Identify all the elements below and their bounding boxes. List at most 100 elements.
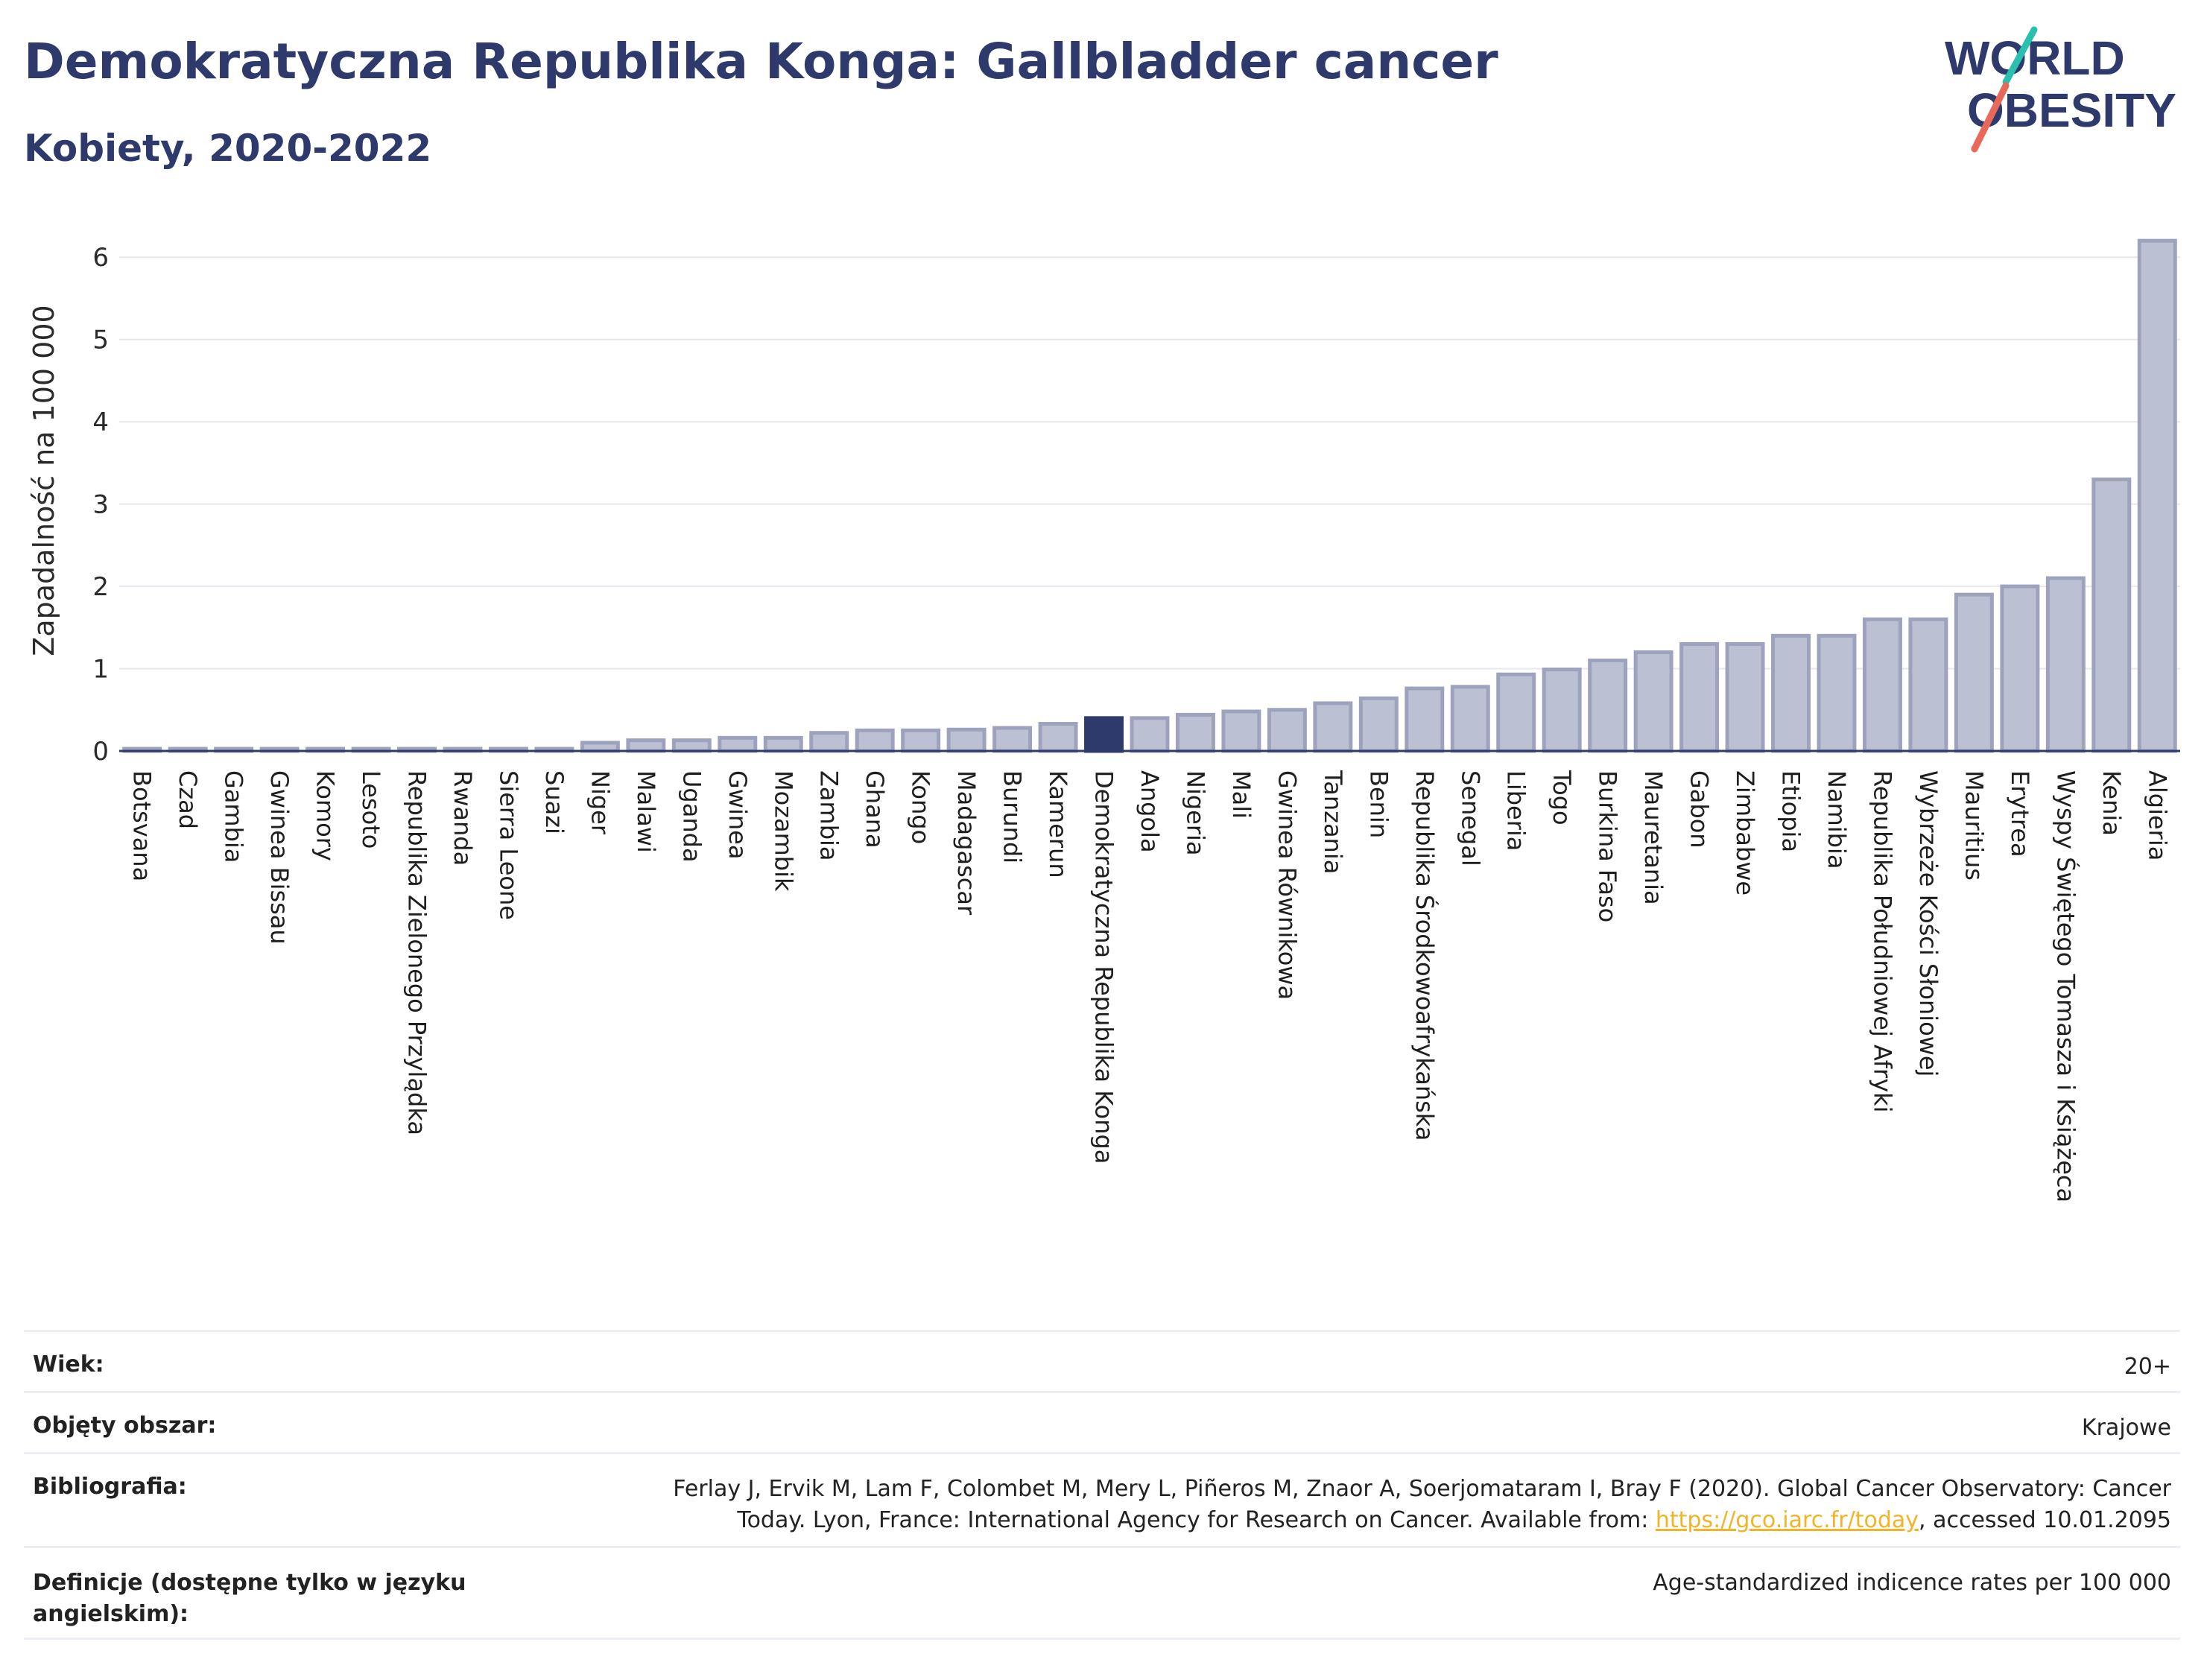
y-tick-label: 6 [92, 243, 109, 273]
bar-highlighted [1084, 716, 1124, 753]
x-tick-label: Erytrea [2006, 770, 2034, 858]
bar [1175, 712, 1215, 753]
bar [2045, 576, 2086, 753]
x-tick-label: Togo [1548, 770, 1576, 825]
meta-key-age: Wiek: [33, 1351, 104, 1378]
x-tick-label: Malawi [632, 770, 660, 853]
bar [2000, 584, 2040, 753]
x-tick-label: Gabon [1685, 770, 1714, 849]
page-title: Demokratyczna Republika Konga: Gallbladd… [24, 33, 1498, 90]
bar [1542, 668, 1582, 753]
meta-key-bibliography: Bibliografia: [33, 1474, 187, 1500]
x-tick-label: Mauritius [1960, 770, 1988, 881]
bar [1038, 722, 1078, 753]
x-tick-label: Ghana [861, 770, 889, 849]
x-tick-label: Algieria [2143, 770, 2171, 860]
x-tick-label: Madagascar [952, 770, 981, 916]
x-tick-label: Burkina Faso [1594, 770, 1622, 922]
meta-row-age: Wiek: 20+ [24, 1330, 2180, 1391]
world-obesity-logo: WORLD OBESITY [1945, 26, 2176, 153]
bar [1130, 716, 1170, 753]
x-tick-label: Rwanda [449, 770, 477, 866]
bar [1954, 592, 1994, 753]
x-tick-label: Liberia [1502, 770, 1530, 851]
bar [855, 728, 895, 753]
x-tick-label: Wybrzeże Kości Słoniowej [1914, 770, 1942, 1077]
x-tick-label: Gwinea Bissau [265, 770, 294, 945]
x-tick-label: Kenia [2097, 770, 2126, 836]
x-tick-label: Mauretania [1639, 770, 1668, 905]
bar [1908, 617, 1948, 753]
bar [1633, 650, 1673, 753]
definitions-key-line2: angielskim): [33, 1601, 189, 1627]
bar [1496, 672, 1536, 753]
x-tick-label: Komory [311, 770, 340, 861]
bar [1450, 685, 1490, 753]
x-tick-label: Benin [1364, 770, 1393, 838]
bar [1725, 641, 1765, 753]
y-tick-label: 1 [92, 655, 109, 685]
meta-value-bibliography: Ferlay J, Ervik M, Lam F, Colombet M, Me… [673, 1474, 2171, 1536]
bar [718, 735, 758, 753]
y-tick-label: 5 [92, 326, 109, 355]
bar [1817, 633, 1857, 753]
x-tick-label: Mali [1227, 770, 1255, 819]
y-axis-label: Zapadalność na 100 000 [28, 305, 60, 656]
bibliography-link[interactable]: https://gco.iarc.fr/today [1655, 1507, 1919, 1533]
bar [1862, 617, 1902, 753]
logo-line1: WORLD [1945, 31, 2125, 85]
logo-slash-red [1971, 82, 2010, 153]
bar [626, 738, 666, 753]
x-tick-label: Kamerun [1044, 770, 1072, 878]
y-tick-label: 4 [92, 408, 109, 437]
definitions-key-line1: Definicje (dostępne tylko w języku [33, 1570, 466, 1596]
x-tick-label: Burundi [998, 770, 1027, 863]
bar [1221, 709, 1261, 753]
x-tick-label: Mozambik [769, 770, 797, 892]
meta-row-bibliography: Bibliografia: Ferlay J, Ervik M, Lam F, … [24, 1452, 2180, 1546]
x-tick-label: Gwinea [723, 770, 752, 859]
y-tick-label: 2 [92, 572, 109, 602]
meta-key-area: Objęty obszar: [33, 1413, 217, 1439]
x-tick-label: Botsvana [128, 770, 156, 881]
x-tick-label: Namibia [1823, 770, 1851, 869]
x-tick-label: Republika Środkowoafrykańska [1410, 770, 1440, 1141]
y-tick-label: 3 [92, 490, 109, 520]
bars [122, 238, 2177, 753]
meta-value-area: Krajowe [2081, 1415, 2171, 1441]
meta-value-age: 20+ [2124, 1354, 2171, 1380]
x-tick-label: Demokratyczna Republika Konga [1090, 770, 1118, 1164]
x-tick-label: Republika Zielonego Przylądka [403, 770, 431, 1135]
meta-key-definitions: Definicje (dostępne tylko w języku angie… [33, 1568, 466, 1630]
bar [946, 727, 987, 753]
bar [901, 728, 941, 753]
x-tick-label: Kongo [907, 770, 935, 844]
bar [580, 741, 620, 753]
x-tick-label: Suazi [540, 770, 569, 834]
x-tick-label: Nigeria [1181, 770, 1209, 855]
x-tick-label: Uganda [677, 770, 706, 863]
bar [992, 726, 1033, 753]
bar [1267, 708, 1307, 753]
x-tick-label: Gambia [220, 770, 248, 863]
x-tick-label: Gwinea Równikowa [1273, 770, 1301, 1000]
x-tick-label: Republika Południowej Afryki [1868, 770, 1896, 1113]
bibliography-line1: Ferlay J, Ervik M, Lam F, Colombet M, Me… [673, 1476, 2171, 1502]
x-tick-label: Lesoto [357, 770, 385, 849]
x-tick-label: Sierra Leone [494, 770, 522, 920]
x-tick-label: Czad [174, 770, 202, 829]
bar [1679, 641, 1720, 753]
bar [1405, 686, 1445, 753]
x-tick-label: Zambia [815, 770, 843, 861]
bar [809, 731, 849, 753]
bibliography-line2: Today. Lyon, France: International Agenc… [737, 1507, 1656, 1533]
bar [1313, 701, 1353, 753]
bar [671, 738, 712, 753]
x-tick-label: Etiopia [1777, 770, 1805, 852]
x-tick-label: Senegal [1456, 770, 1484, 866]
bibliography-accessed: , accessed 10.01.2095 [1919, 1507, 2171, 1533]
y-tick-labels: 0 1 2 3 4 5 6 [92, 243, 109, 767]
bar [1358, 696, 1399, 753]
x-tick-label: Wyspy Świętego Tomasza i Książęca [2051, 770, 2080, 1202]
meta-row-definitions: Definicje (dostępne tylko w języku angie… [24, 1546, 2180, 1640]
